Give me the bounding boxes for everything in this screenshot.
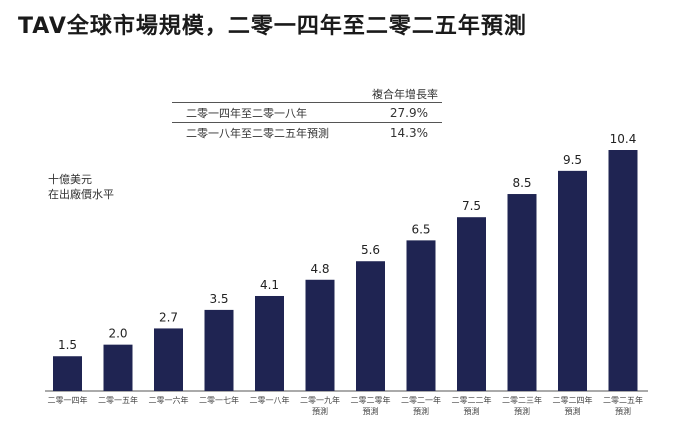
bar bbox=[356, 261, 385, 391]
bar bbox=[406, 240, 436, 391]
data-label: 6.5 bbox=[411, 222, 430, 236]
x-tick-label: 預測 bbox=[413, 406, 429, 416]
data-label: 10.4 bbox=[610, 132, 637, 146]
x-tick-label: 二零一六年 bbox=[149, 395, 189, 405]
data-label: 4.1 bbox=[260, 278, 279, 292]
unit-line: 十億美元 bbox=[48, 173, 92, 186]
y-axis-unit-label: 十億美元 在出廠價水平 bbox=[48, 172, 114, 202]
x-tick-label: 二零一七年 bbox=[199, 395, 239, 405]
bar bbox=[103, 344, 133, 391]
cagr-value: 14.3% bbox=[389, 125, 428, 140]
bar bbox=[154, 328, 183, 391]
cagr-value: 27.9% bbox=[389, 105, 428, 120]
x-tick-label: 預測 bbox=[312, 406, 328, 416]
x-tick-label: 預測 bbox=[363, 406, 379, 416]
bar bbox=[204, 309, 234, 391]
data-label: 2.0 bbox=[108, 327, 127, 341]
x-tick-label: 二零二一年 bbox=[401, 395, 441, 405]
data-label: 9.5 bbox=[563, 153, 582, 167]
bar bbox=[255, 295, 284, 391]
data-label: 7.5 bbox=[462, 199, 481, 213]
x-tick-label: 二零一八年 bbox=[250, 395, 290, 405]
cagr-period: 二零一四年至二零一八年 bbox=[186, 106, 307, 120]
x-tick-label: 二零二零年 bbox=[351, 395, 391, 405]
bar bbox=[53, 356, 82, 391]
data-label: 3.5 bbox=[209, 292, 228, 306]
x-tick-label: 二零一九年 bbox=[300, 395, 340, 405]
data-label: 2.7 bbox=[159, 310, 178, 324]
x-tick-label: 二零一五年 bbox=[98, 395, 138, 405]
x-tick-label: 預測 bbox=[514, 406, 530, 416]
unit-line: 在出廠價水平 bbox=[48, 188, 114, 201]
cagr-header: 複合年增長率 bbox=[372, 88, 438, 101]
x-tick-label: 預測 bbox=[464, 406, 480, 416]
bar bbox=[507, 194, 537, 391]
x-tick-label: 二零二五年 bbox=[603, 395, 643, 405]
x-tick-label: 二零二四年 bbox=[553, 395, 593, 405]
data-label: 8.5 bbox=[512, 176, 531, 190]
cagr-top-rule bbox=[172, 102, 442, 103]
cagr-row: 二零一四年至二零一八年 27.9% bbox=[172, 103, 442, 122]
cagr-table: 複合年增長率 二零一四年至二零一八年 27.9% 二零一八年至二零二五年預測 1… bbox=[172, 86, 442, 142]
bar bbox=[558, 170, 587, 391]
x-tick-label: 預測 bbox=[615, 406, 631, 416]
chart-title: TAV全球市場規模，二零一四年至二零二五年預測 bbox=[18, 14, 527, 39]
data-label: 5.6 bbox=[361, 243, 380, 257]
x-tick-label: 預測 bbox=[565, 406, 581, 416]
cagr-row: 二零一八年至二零二五年預測 14.3% bbox=[172, 123, 442, 142]
cagr-mid-rule bbox=[172, 122, 442, 123]
x-tick-label: 二零二二年 bbox=[452, 395, 492, 405]
x-tick-label: 二零一四年 bbox=[48, 395, 88, 405]
bar bbox=[608, 150, 638, 391]
x-tick-label: 二零二三年 bbox=[502, 395, 542, 405]
bar bbox=[305, 279, 335, 391]
data-label: 4.8 bbox=[310, 262, 329, 276]
data-label: 1.5 bbox=[58, 338, 77, 352]
bar bbox=[457, 217, 486, 391]
cagr-period: 二零一八年至二零二五年預測 bbox=[186, 126, 329, 140]
